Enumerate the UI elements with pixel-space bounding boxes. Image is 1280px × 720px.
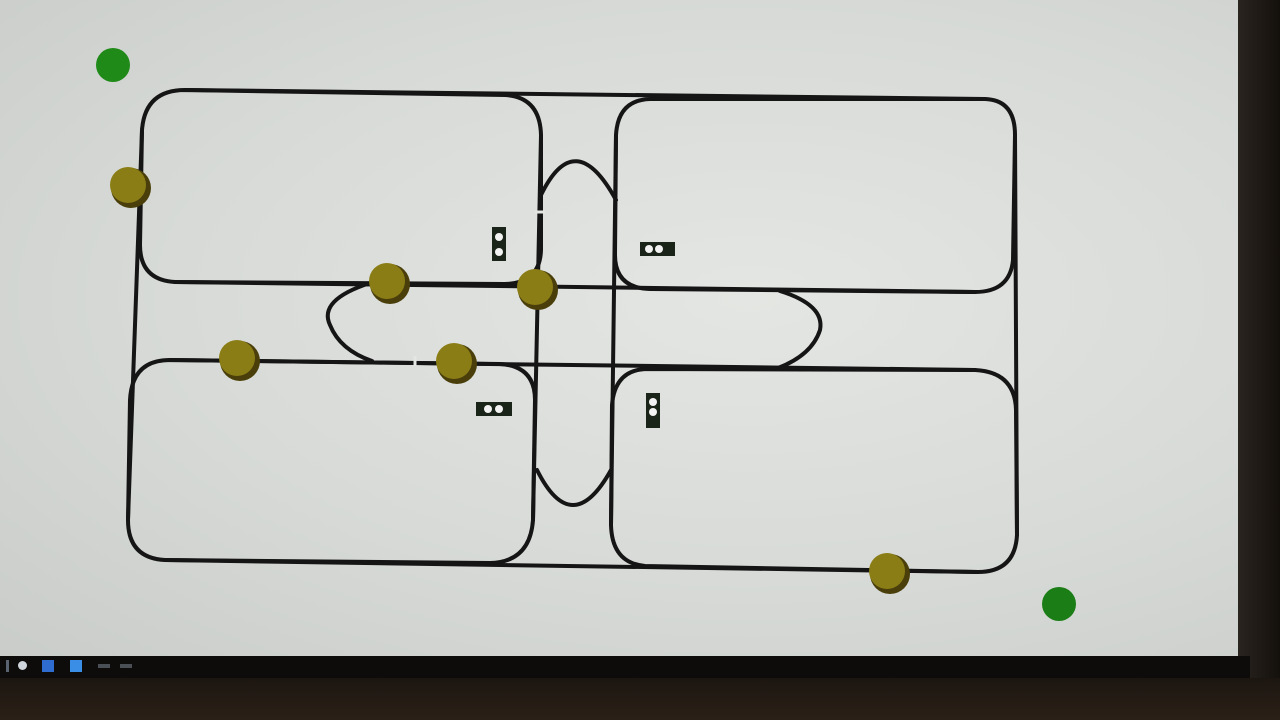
track-outer-right xyxy=(1013,133,1019,537)
track-gaps xyxy=(413,210,545,366)
track-bottom-right-loop xyxy=(608,366,1020,575)
file-explorer-icon[interactable] xyxy=(42,660,54,672)
track-bottom-left-loop xyxy=(125,357,538,566)
block-token xyxy=(219,340,260,381)
signal-top-left xyxy=(492,227,506,261)
signal-bottom-right xyxy=(646,393,660,428)
track-center-left-vertical xyxy=(531,133,543,522)
track-lower-arch xyxy=(535,468,613,507)
track-outer-top xyxy=(183,88,987,101)
track-top-right-loop xyxy=(612,97,1018,295)
block-token xyxy=(517,269,558,310)
visual-studio-icon[interactable] xyxy=(70,660,82,672)
block-token xyxy=(110,167,151,208)
track-lines xyxy=(125,87,1020,575)
track-upper-arch xyxy=(539,159,618,202)
track-mid-upper xyxy=(173,280,977,294)
monitor-bezel-right xyxy=(1238,0,1280,720)
block-token xyxy=(869,553,910,594)
track-right-oval xyxy=(776,289,823,370)
block-token xyxy=(369,263,410,304)
green-marker-bottom-right xyxy=(1042,587,1076,621)
track-left-oval xyxy=(325,281,374,363)
green-marker-top-left xyxy=(96,48,130,82)
monitor-bezel-bottom xyxy=(0,678,1280,720)
windows-start-icon[interactable] xyxy=(6,660,9,672)
track-top-left-loop xyxy=(137,87,543,287)
app-icon[interactable] xyxy=(98,664,110,668)
signal-bottom-left xyxy=(476,402,512,416)
app-icon[interactable] xyxy=(120,664,132,668)
block-token xyxy=(436,343,477,384)
task-view-icon[interactable] xyxy=(18,661,27,670)
taskbar xyxy=(0,656,1250,678)
signal-top-right xyxy=(640,242,675,256)
track-outer-bottom xyxy=(163,558,980,574)
block-tokens xyxy=(110,167,910,594)
track-mid-lower xyxy=(168,358,977,372)
